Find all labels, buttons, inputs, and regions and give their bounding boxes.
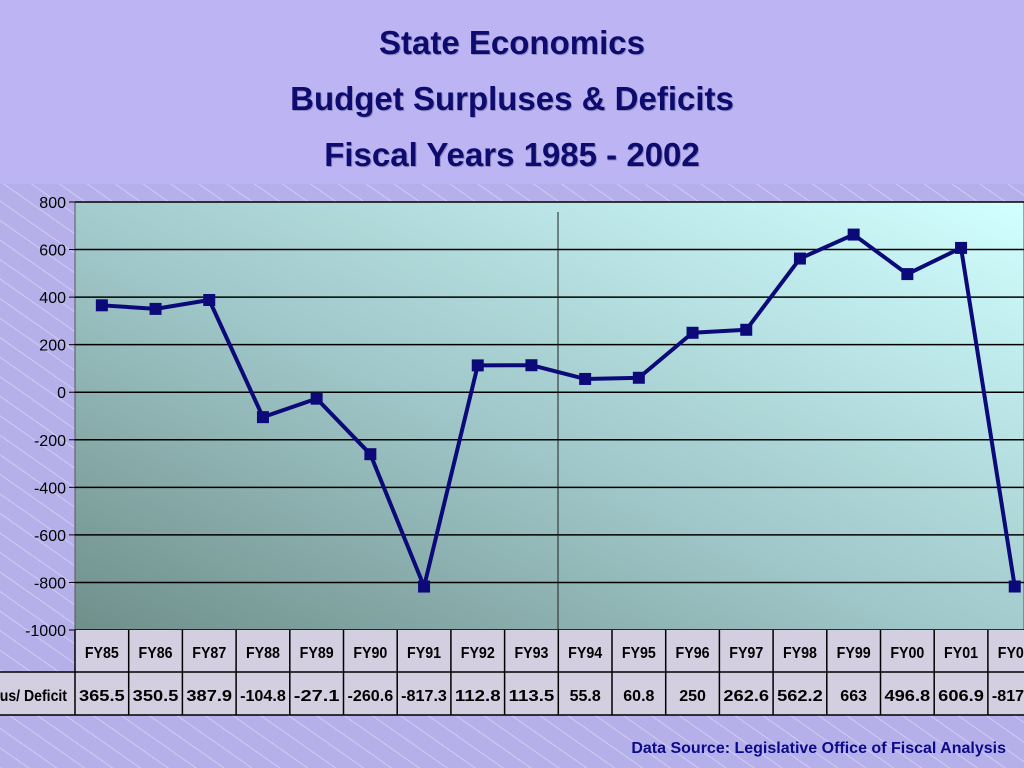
- y-tick-label: 400: [39, 290, 66, 307]
- data-point: [1008, 580, 1021, 593]
- data-point: [632, 371, 645, 384]
- table-header-bg: [75, 630, 1024, 672]
- data-point: [740, 323, 753, 336]
- data-point: [418, 580, 431, 593]
- y-tick-label: -1000: [25, 623, 66, 640]
- y-tick-label: 800: [39, 195, 66, 212]
- x-category-label: FY02: [998, 645, 1024, 662]
- data-point: [847, 228, 860, 241]
- title-line-1: State Economics: [379, 24, 645, 61]
- table-value: 365.5: [79, 688, 125, 705]
- x-category-label: FY87: [192, 645, 226, 662]
- data-point: [686, 326, 699, 339]
- table-row-bg: [0, 672, 1024, 715]
- data-point: [525, 359, 538, 372]
- y-tick-label: -600: [34, 528, 66, 545]
- table-value: 250: [679, 688, 706, 705]
- table-value: 262.6: [723, 688, 769, 705]
- y-tick-label: 0: [57, 385, 66, 402]
- table-value: 663: [840, 688, 867, 705]
- x-category-label: FY01: [944, 645, 978, 662]
- table-value: 606.9: [938, 688, 984, 705]
- data-point: [256, 411, 269, 424]
- x-category-label: FY90: [353, 645, 387, 662]
- y-tick-label: -400: [34, 480, 66, 497]
- title-band: [0, 0, 1024, 184]
- data-point: [579, 372, 592, 385]
- x-category-label: FY85: [85, 645, 119, 662]
- title-line-2: Budget Surpluses & Deficits: [290, 80, 734, 117]
- table-value: 496.8: [885, 688, 931, 705]
- table-value: 387.9: [186, 688, 232, 705]
- x-category-label: FY97: [729, 645, 763, 662]
- table-value: -817.3: [401, 688, 447, 705]
- table-value: 350.5: [133, 688, 179, 705]
- series-line: [101, 232, 1017, 589]
- data-point: [793, 252, 806, 265]
- data-point: [149, 302, 162, 315]
- data-point: [203, 293, 216, 306]
- x-category-label: FY98: [783, 645, 817, 662]
- data-point: [364, 448, 377, 461]
- table-value: -260.6: [348, 688, 394, 705]
- data-point: [471, 359, 484, 372]
- y-tick-label: -200: [34, 433, 66, 450]
- y-tick-label: 600: [39, 243, 66, 260]
- line-chart: -1000 -800 -600 -400 -200 0 200 400 600 800 Surpl…: [0, 195, 1024, 716]
- data-point: [901, 268, 914, 281]
- table-row-label: Surplus/ Deficit: [0, 687, 67, 705]
- table-value: -27.1: [294, 688, 340, 705]
- x-category-label: FY95: [622, 645, 656, 662]
- table-value: 112.8: [455, 688, 501, 705]
- table-value: -817.1: [992, 688, 1024, 705]
- x-category-label: FY93: [514, 645, 548, 662]
- table-value: 113.5: [509, 688, 555, 705]
- plot-area: [74, 201, 1024, 631]
- x-category-label: FY96: [676, 645, 710, 662]
- x-category-label: FY94: [568, 645, 602, 662]
- title-line-3: Fiscal Years 1985 - 2002: [324, 136, 700, 173]
- data-point: [310, 392, 323, 405]
- table-value: -104.8: [240, 688, 286, 705]
- table-value: 562.2: [777, 688, 823, 705]
- data-point: [955, 241, 968, 254]
- table-value: 60.8: [623, 688, 654, 705]
- x-category-label: FY88: [246, 645, 280, 662]
- x-category-label: FY89: [300, 645, 334, 662]
- x-category-label: FY99: [837, 645, 871, 662]
- y-tick-label: -800: [34, 575, 66, 592]
- data-point: [95, 299, 108, 312]
- data-source-note: Data Source: Legislative Office of Fisca…: [631, 740, 1006, 757]
- x-category-label: FY91: [407, 645, 441, 662]
- x-category-label: FY86: [139, 645, 173, 662]
- x-category-label: FY00: [890, 645, 924, 662]
- table-value: 55.8: [570, 688, 601, 705]
- x-category-label: FY92: [461, 645, 495, 662]
- y-tick-label: 200: [39, 338, 66, 355]
